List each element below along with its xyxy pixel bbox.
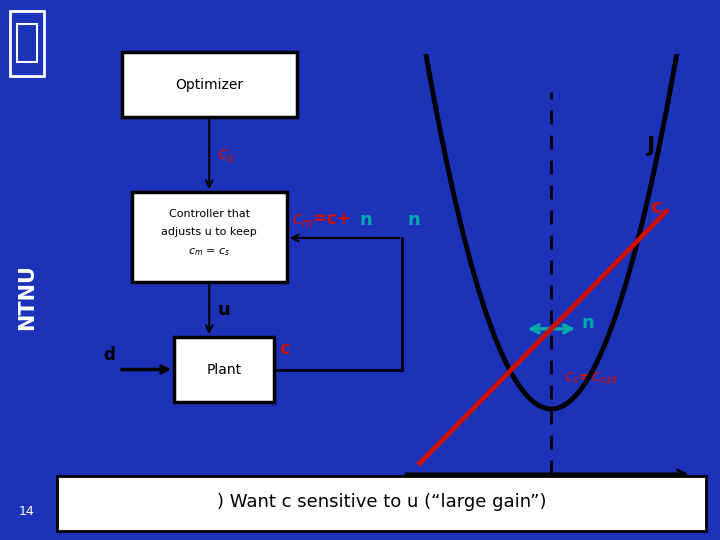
Text: $c_s$=$c_{opt}$: $c_s$=$c_{opt}$: [564, 371, 619, 388]
Bar: [174, 337, 274, 402]
Bar: [122, 52, 297, 117]
Text: 14: 14: [19, 505, 35, 518]
FancyBboxPatch shape: [10, 11, 45, 76]
Text: $c_m$=c+: $c_m$=c+: [292, 211, 351, 229]
Text: d: d: [103, 347, 115, 364]
Text: c: c: [279, 340, 290, 357]
Text: NTNU: NTNU: [17, 264, 37, 330]
Text: ) Want c sensitive to u (“large gain”): ) Want c sensitive to u (“large gain”): [217, 494, 546, 511]
Text: u: u: [217, 301, 230, 319]
Text: $\mathbf{u}$: $\mathbf{u}$: [677, 485, 689, 503]
Text: Optimizer: Optimizer: [175, 78, 243, 91]
Text: n: n: [581, 314, 594, 332]
Text: c: c: [650, 198, 662, 217]
Text: J: J: [646, 136, 654, 156]
Text: $c_m$ = $c_s$: $c_m$ = $c_s$: [188, 246, 230, 258]
Bar: [132, 192, 287, 282]
Text: n: n: [407, 211, 420, 229]
FancyBboxPatch shape: [17, 24, 37, 62]
Text: $\mathbf{u_{opt}}$: $\mathbf{u_{opt}}$: [535, 485, 568, 503]
Text: n: n: [360, 211, 373, 229]
Text: Controller that: Controller that: [168, 209, 250, 219]
Text: adjusts u to keep: adjusts u to keep: [161, 227, 257, 237]
Text: $c_s$: $c_s$: [217, 146, 235, 164]
Text: Plant: Plant: [207, 362, 242, 376]
